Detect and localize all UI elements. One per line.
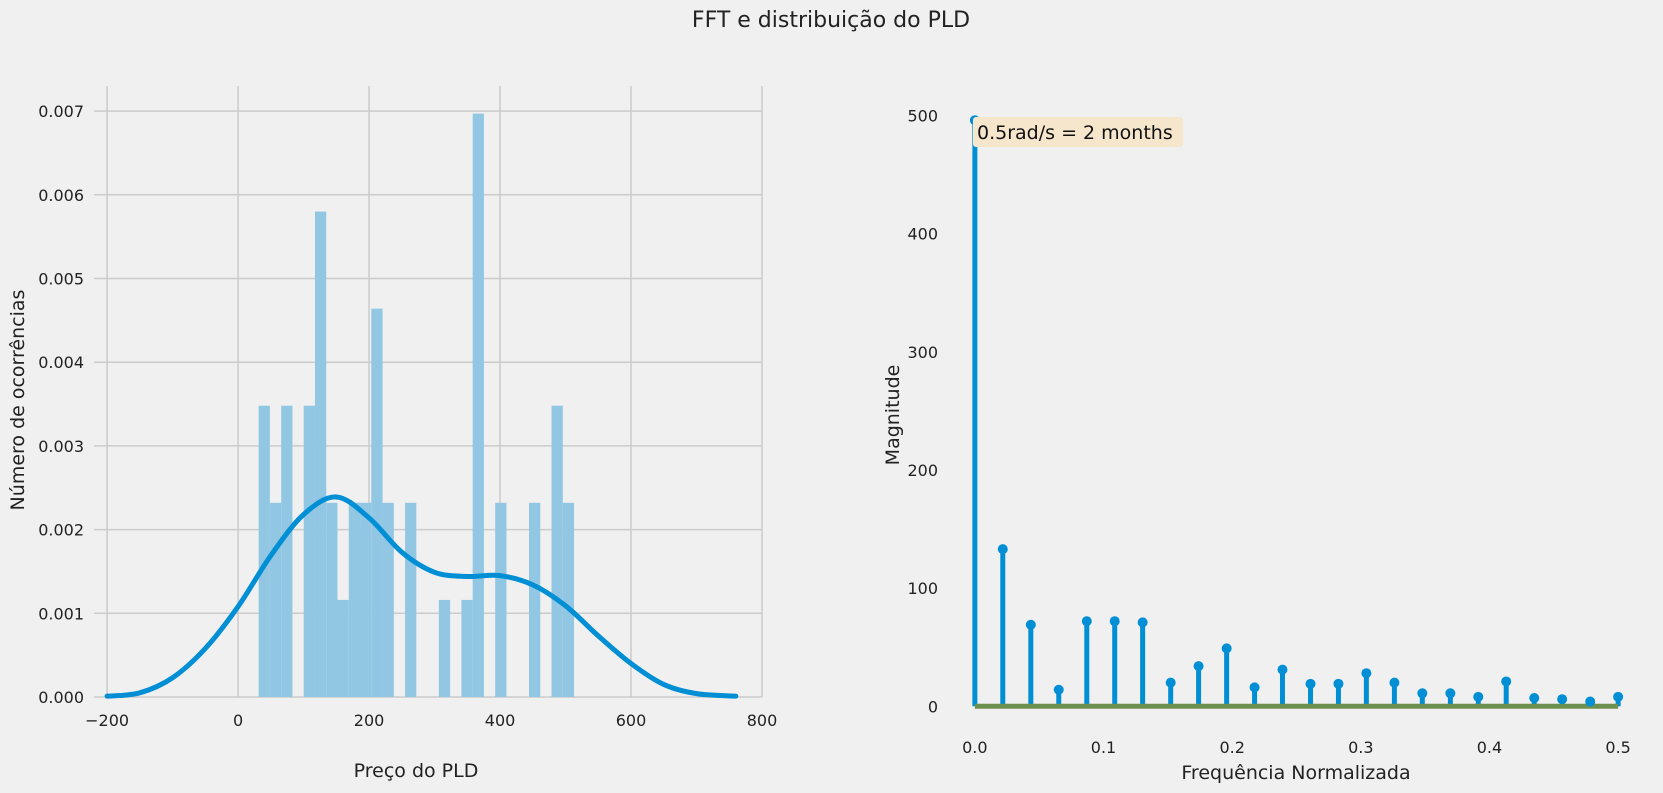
fft-stem-marker (1277, 664, 1288, 675)
histogram-bars (258, 113, 575, 697)
histogram-y-tick-label: 0.002 (38, 521, 84, 540)
fft-y-tick-label: 0 (928, 697, 938, 716)
fft-stem-marker (1445, 688, 1456, 699)
fft-x-axis-label: Frequência Normalizada (1181, 762, 1410, 784)
histogram-x-axis-label: Preço do PLD (354, 760, 479, 782)
histogram-y-tick-labels: 0.000 0.001 0.002 0.003 0.004 0.005 0.006 0.007 (38, 102, 84, 707)
histogram-bar (281, 405, 293, 697)
fft-stem-marker (1025, 619, 1036, 630)
fft-stem-marker (1249, 682, 1260, 693)
histogram-bar (562, 502, 575, 697)
histogram-bar (461, 599, 473, 697)
fft-stem-marker (1557, 694, 1568, 705)
histogram-bar (314, 211, 327, 697)
histogram-bar (371, 308, 383, 697)
fft-stem-marker (1389, 677, 1400, 688)
fft-stem-marker (1613, 691, 1624, 702)
histogram-x-tick-label: −200 (85, 711, 129, 730)
histogram-y-axis-label: Número de ocorrências (7, 290, 29, 511)
fft-stem-marker (1053, 684, 1064, 695)
fft-y-tick-label: 100 (907, 579, 938, 598)
histogram-bar (360, 502, 372, 697)
figure-title: FFT e distribuição do PLD (692, 8, 970, 33)
histogram-y-tick-label: 0.001 (38, 604, 84, 623)
fft-stem-marker (997, 544, 1008, 555)
histogram-x-tick-labels: −200 0 200 400 600 800 (85, 711, 777, 730)
fft-y-tick-label: 500 (907, 107, 938, 126)
fft-x-tick-label: 0.0 (962, 738, 987, 757)
histogram-chart: −200 0 200 400 600 800 0.0000.0010.0020.0030.… (7, 86, 777, 782)
fft-stem-marker (1417, 688, 1428, 699)
histogram-bar (438, 599, 451, 697)
fft-y-tick-label: 400 (907, 225, 938, 244)
histogram-bar (326, 502, 338, 697)
histogram-y-tick-label: 0.005 (38, 270, 84, 289)
fft-y-axis-label: Magnitude (882, 365, 904, 466)
fft-stem-marker (1361, 668, 1372, 679)
histogram-y-tick-label: 0.006 (38, 186, 84, 205)
fft-stems (969, 115, 1624, 709)
histogram-y-tick-label: 0.003 (38, 437, 84, 456)
histogram-x-tick-label: 800 (747, 711, 778, 730)
fft-stem-marker (1081, 616, 1092, 627)
histogram-bar (495, 502, 507, 697)
histogram-bar (528, 502, 541, 697)
histogram-bar (405, 502, 417, 697)
fft-x-tick-labels: 0.0 0.1 0.2 0.3 0.4 0.5 (962, 738, 1631, 757)
histogram-bar (258, 405, 270, 697)
histogram-y-tick-label: 0.007 (38, 102, 84, 121)
histogram-bar (348, 502, 361, 697)
histogram-y-tick-label: 0.000 (38, 688, 84, 707)
fft-stem-marker (1109, 616, 1120, 627)
fft-y-tick-label: 200 (907, 461, 938, 480)
histogram-x-tick-label: 0 (233, 711, 243, 730)
fft-stem-marker (1585, 696, 1596, 707)
fft-stem-marker (1333, 678, 1344, 689)
fft-stem-marker (1529, 693, 1540, 704)
fft-x-tick-label: 0.4 (1477, 738, 1502, 757)
histogram-bar (337, 599, 349, 697)
fft-x-tick-label: 0.2 (1219, 738, 1244, 757)
fft-x-tick-label: 0.3 (1348, 738, 1373, 757)
fft-annotation: 0.5rad/s = 2 months (977, 122, 1173, 144)
histogram-bar (472, 113, 484, 697)
fft-stem-marker (1501, 676, 1512, 687)
fft-stem-marker (1305, 678, 1316, 689)
fft-x-tick-label: 0.1 (1091, 738, 1116, 757)
histogram-x-tick-label: 200 (354, 711, 385, 730)
histogram-x-tick-label: 600 (616, 711, 647, 730)
histogram-bar (551, 405, 563, 697)
fft-y-tick-label: 300 (907, 343, 938, 362)
histogram-x-tick-label: 400 (485, 711, 516, 730)
histogram-bar (269, 502, 282, 697)
fft-stem-marker (1137, 617, 1148, 628)
histogram-bar (303, 405, 315, 697)
kde-curve (104, 494, 739, 699)
fft-stem-marker (1473, 691, 1484, 702)
fft-stem-marker (1221, 643, 1232, 654)
fft-x-tick-label: 0.5 (1605, 738, 1630, 757)
histogram-bar (382, 502, 394, 697)
histogram-y-tick-label: 0.004 (38, 353, 84, 372)
fft-annotation-box (973, 117, 1183, 147)
fft-stem-marker (1193, 661, 1204, 672)
fft-y-tick-labels: 0 100 200 300 400 500 (907, 107, 938, 717)
histogram-grid (94, 86, 763, 698)
fft-chart: 0.0 0.1 0.2 0.3 0.4 0.5 0 100 200 300 400 500 0.5r… (882, 107, 1631, 784)
fft-stem-marker (1165, 677, 1176, 688)
